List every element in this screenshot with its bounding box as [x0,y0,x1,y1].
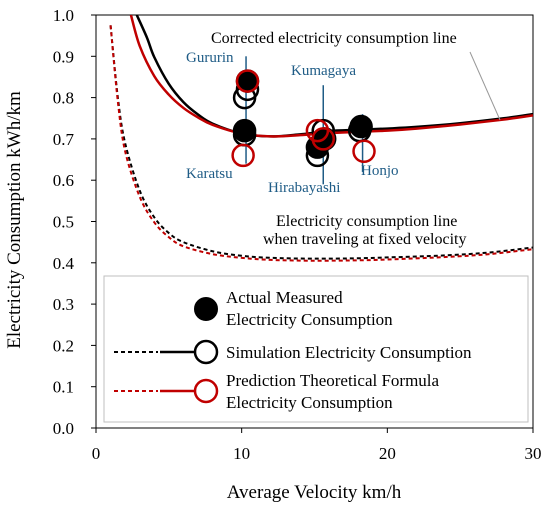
site-label-gururin: Gururin [186,50,234,66]
x-tick-label: 30 [525,444,542,463]
legend-label-actual-line-2: Electricity Consumption [226,310,393,329]
x-tick-label: 20 [379,444,396,463]
y-tick-label: 0.9 [53,47,74,66]
legend-label-simulation: Simulation Electricity Consumption [226,343,472,362]
site-label-kumagaya: Kumagaya [291,63,356,79]
axes: 0.0 0.1 0.2 0.3 0.4 0.5 0.6 0.7 0.8 0.9 1.0 0 10 20 30 [53,6,542,463]
corrected-line-1 [129,15,533,138]
legend: Actual Measured Electricity Consumption … [103,275,529,423]
y-tick-label: 0.4 [53,254,75,273]
y-axis-title: Electricity Consumption kWh/km [4,91,25,349]
legend-label-prediction-line-1: Prediction Theoretical Formula [226,371,440,390]
legend-marker-prediction [193,378,219,404]
x-tick-label: 0 [92,444,101,463]
prediction-point [311,127,335,151]
prediction-point [235,69,260,93]
y-tick-label: 0.2 [53,336,74,355]
corrected-line-leader [469,51,501,121]
fixed-velocity-annotation-line-1: Electricity consumption line [276,213,457,230]
prediction-point [352,139,376,164]
site-label-hirabayashi: Hirabayashi [268,180,340,196]
legend-marker-simulation [193,339,219,365]
fixed-velocity-line-2 [109,25,533,260]
x-tick-label: 10 [233,444,250,463]
actual-measured-point [232,118,257,143]
data-points [231,69,376,168]
site-label-honjo: Honjo [361,163,399,179]
legend-label-actual-line-1: Actual Measured [226,288,343,307]
prediction-point [231,143,255,168]
site-label-karatsu: Karatsu [186,166,233,182]
y-tick-label: 0.0 [53,419,74,438]
y-tick-label: 0.1 [53,378,74,397]
y-tick-label: 1.0 [53,6,74,25]
legend-label-prediction-line-2: Electricity Consumption [226,393,393,412]
legend-box [103,275,529,423]
y-tick-label: 0.5 [53,213,74,232]
series-lines [109,15,533,262]
corrected-line-annotation: Corrected electricity consumption line [211,30,457,47]
fixed-velocity-annotation-line-2: when traveling at fixed velocity [263,231,466,248]
legend-marker-actual [194,297,218,321]
y-tick-label: 0.6 [53,171,74,190]
y-tick-label: 0.8 [53,89,74,108]
y-tick-label: 0.3 [53,295,74,314]
actual-measured-point [349,114,373,139]
y-tick-label: 0.7 [53,130,75,149]
x-axis-title: Average Velocity km/h [227,482,402,503]
